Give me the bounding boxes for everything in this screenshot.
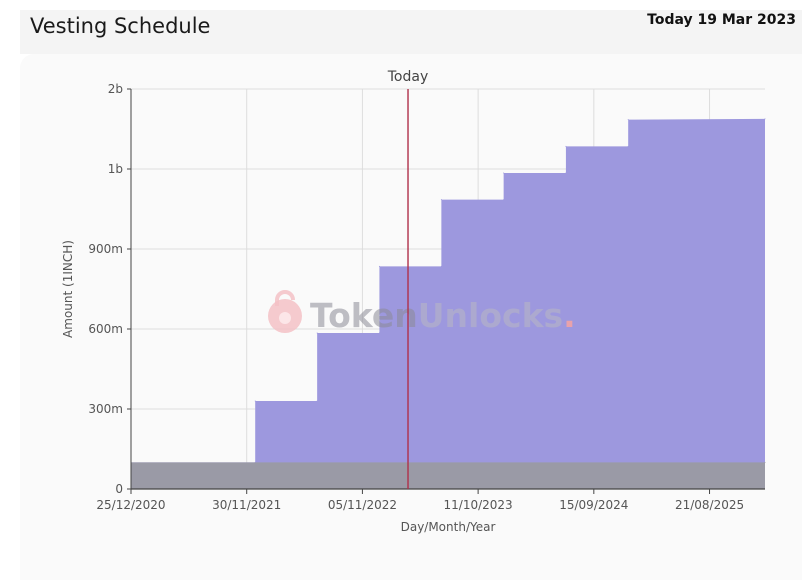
- data-point: [627, 145, 629, 147]
- y-axis-label: Amount (1INCH): [61, 240, 75, 338]
- x-tick-label: 15/09/2024: [559, 498, 628, 512]
- watermark-dot: .: [563, 296, 576, 335]
- y-tick-label: 2b: [108, 82, 123, 96]
- area-series: [131, 118, 765, 489]
- lock-icon: [268, 290, 302, 333]
- watermark-token: Token: [310, 296, 418, 335]
- today-marker-label: Today: [387, 69, 429, 85]
- data-point: [565, 145, 567, 147]
- data-point: [254, 400, 256, 402]
- data-point: [378, 332, 380, 334]
- today-marker: Today: [387, 69, 429, 489]
- x-tick-label: 05/11/2022: [328, 498, 397, 512]
- x-tick-label: 21/08/2025: [675, 498, 744, 512]
- y-tick-label: 900m: [88, 242, 123, 256]
- y-tick-label: 600m: [88, 322, 123, 336]
- chart-areas: [130, 118, 766, 489]
- y-tick-label: 300m: [88, 402, 123, 416]
- data-point: [565, 172, 567, 174]
- svg-text:TokenUnlocks.: TokenUnlocks.: [310, 296, 576, 335]
- area-series-base: [131, 462, 765, 489]
- data-point: [316, 400, 318, 402]
- chart-axes: 0 300m 600m 900m 1b 2b 25/12/2020 30/11/2021 05/…: [88, 82, 765, 512]
- x-axis-label: Day/Month/Year: [401, 520, 496, 534]
- today-date-label: Today 19 Mar 2023: [647, 12, 796, 28]
- x-tick-label: 25/12/2020: [96, 498, 165, 512]
- page-title: Vesting Schedule: [30, 14, 211, 38]
- y-tick-label: 0: [115, 482, 123, 496]
- x-tick-label: 30/11/2021: [212, 498, 281, 512]
- data-point: [440, 265, 442, 267]
- header-bar: Vesting Schedule Today 19 Mar 2023: [20, 10, 802, 54]
- data-point: [627, 119, 629, 121]
- watermark-unlocks: Unlocks: [418, 296, 563, 335]
- data-point: [764, 118, 766, 120]
- data-point: [440, 199, 442, 201]
- data-point: [316, 332, 318, 334]
- watermark: TokenUnlocks.: [268, 290, 576, 335]
- data-point: [378, 265, 380, 267]
- data-point: [503, 199, 505, 201]
- y-tick-label: 1b: [108, 162, 123, 176]
- data-point: [503, 172, 505, 174]
- x-tick-label: 11/10/2023: [444, 498, 513, 512]
- data-point: [764, 461, 766, 463]
